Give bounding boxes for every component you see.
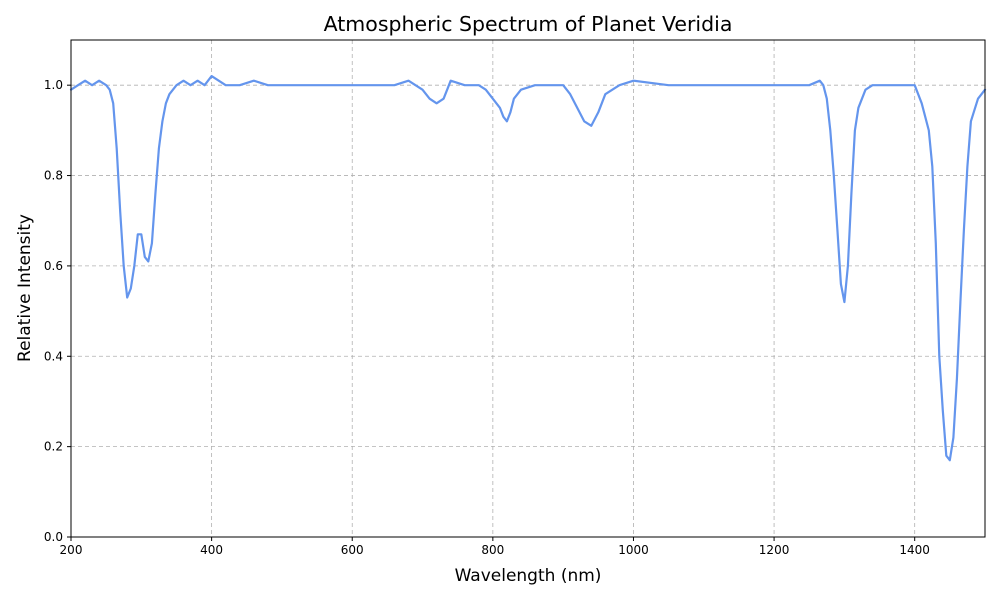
x-tick-label: 1000 — [618, 543, 649, 557]
x-tick-label: 200 — [60, 543, 83, 557]
y-tick-label: 0.4 — [44, 349, 63, 363]
x-tick-label: 1400 — [899, 543, 930, 557]
chart-title: Atmospheric Spectrum of Planet Veridia — [324, 12, 733, 36]
y-tick-label: 0.6 — [44, 259, 63, 273]
x-axis-title: Wavelength (nm) — [455, 566, 602, 586]
x-tick-label: 800 — [481, 543, 504, 557]
x-tick-label: 600 — [341, 543, 364, 557]
x-axis: 200 400 600 800 1000 1200 1400 — [60, 537, 930, 557]
plot-frame — [70, 39, 986, 538]
x-tick-label: 1200 — [759, 543, 790, 557]
y-tick-label: 0.2 — [44, 440, 63, 454]
y-axis: 0.0 0.2 0.4 0.6 0.8 1.0 — [44, 78, 71, 544]
plot-area — [69, 75, 987, 462]
y-axis-title: Relative Intensity — [15, 214, 35, 362]
y-tick-label: 0.0 — [44, 530, 63, 544]
y-tick-label: 0.8 — [44, 169, 63, 183]
x-tick-label: 400 — [200, 543, 223, 557]
spectrum-line — [69, 75, 987, 462]
y-tick-label: 1.0 — [44, 78, 63, 92]
